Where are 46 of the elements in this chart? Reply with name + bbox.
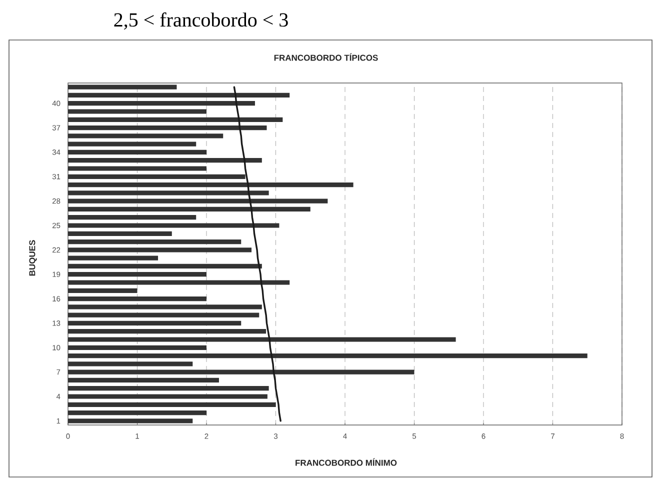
bar <box>68 101 255 106</box>
bar <box>68 418 193 424</box>
bar <box>68 256 158 260</box>
bar <box>68 312 260 318</box>
bar <box>68 320 242 326</box>
bar <box>68 117 283 122</box>
bar <box>68 84 177 90</box>
bar <box>68 92 290 98</box>
bar <box>68 280 290 285</box>
bar <box>68 158 262 163</box>
bar <box>68 370 414 374</box>
bar <box>68 182 354 188</box>
bar <box>68 378 219 383</box>
bar <box>68 410 206 416</box>
bar <box>68 174 246 179</box>
bar <box>68 150 206 155</box>
bar <box>68 329 266 334</box>
bar <box>68 215 196 220</box>
bar <box>68 190 269 196</box>
bar <box>68 231 172 236</box>
bar <box>68 345 206 350</box>
bar <box>68 239 242 244</box>
bar <box>68 248 252 252</box>
y-axis-title: BUQUES <box>29 240 37 276</box>
bar <box>68 296 206 302</box>
bar <box>68 264 262 269</box>
bar <box>68 394 268 399</box>
bar <box>68 109 206 114</box>
bar <box>68 223 280 228</box>
bar <box>68 198 328 204</box>
chart-subtitle: FRANCOBORDO TÍPICOS <box>274 53 378 61</box>
bar <box>68 125 267 130</box>
bar <box>68 386 269 391</box>
bar <box>68 206 310 212</box>
bar <box>68 304 262 310</box>
chart-title: 2,5 < francobordo < 3 <box>114 12 288 30</box>
bar <box>68 272 206 277</box>
bar <box>68 353 588 358</box>
bar <box>68 402 276 407</box>
bar <box>68 142 196 146</box>
x-axis-title: FRANCOBORDO MÍNIMO <box>296 458 397 466</box>
bar <box>68 337 456 342</box>
bar <box>68 288 138 293</box>
bar <box>68 134 224 138</box>
bar <box>68 166 206 171</box>
bar <box>68 362 193 366</box>
